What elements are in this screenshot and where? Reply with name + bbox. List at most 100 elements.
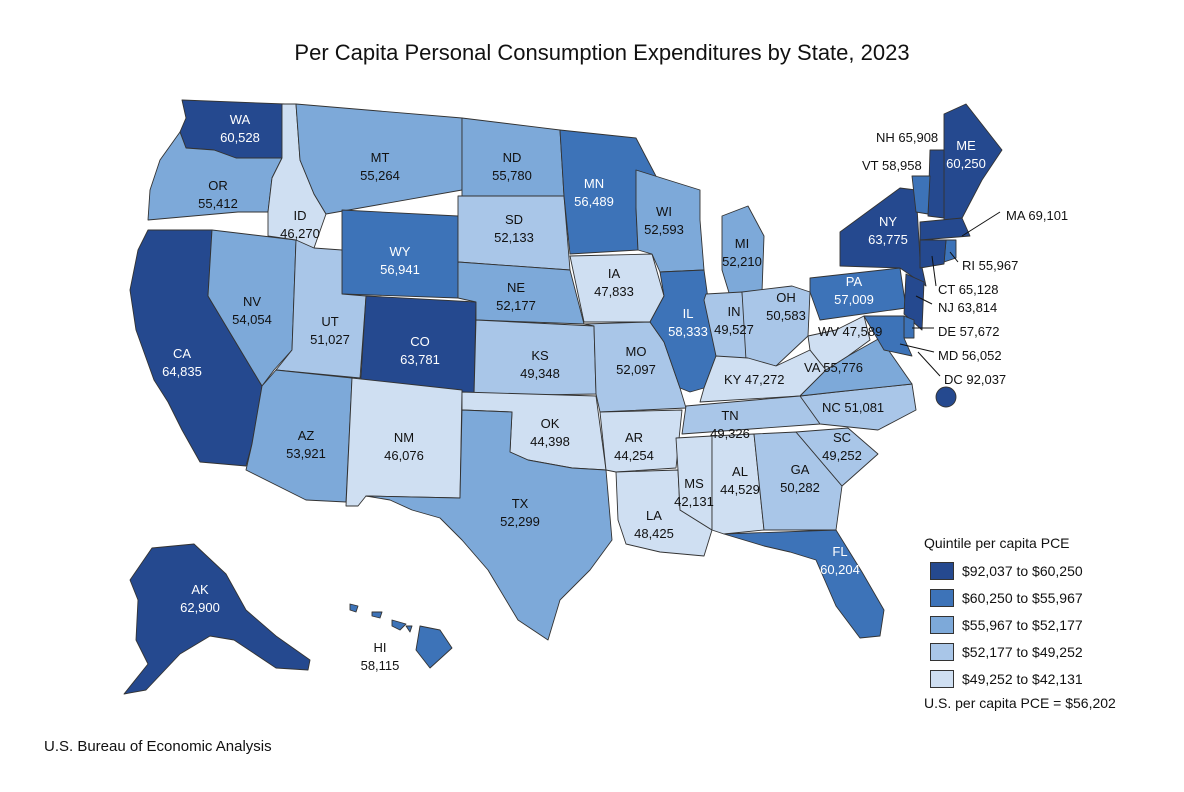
state-ny: [839, 187, 927, 287]
state-callout-de: DE 57,672: [938, 324, 999, 339]
state-callout-ct: CT 65,128: [938, 282, 998, 297]
state-label-ut: UT: [321, 314, 338, 329]
state-ga: [753, 431, 843, 531]
state-label-hi: HI: [374, 640, 387, 655]
state-label-mt: MT: [371, 150, 390, 165]
state-value-ne: 52,177: [496, 298, 536, 313]
state-value-ca: 64,835: [162, 364, 202, 379]
state-value-ny: 63,775: [868, 232, 908, 247]
state-label-ca: CA: [173, 346, 191, 361]
state-callout-nh: NH 65,908: [876, 130, 938, 145]
state-value-ks: 49,348: [520, 366, 560, 381]
state-label-ar: AR: [625, 430, 643, 445]
state-label-mo: MO: [626, 344, 647, 359]
state-ms: [675, 435, 713, 531]
legend-swatch: [930, 670, 954, 688]
state-hi-island: [405, 625, 413, 633]
state-label-co: CO: [410, 334, 430, 349]
state-hi-island: [391, 619, 407, 631]
legend-item-label: $60,250 to $55,967: [962, 590, 1083, 606]
state-value-ia: 47,833: [594, 284, 634, 299]
state-ct: [919, 239, 947, 269]
state-label-ms: MS: [684, 476, 704, 491]
state-value-mt: 55,264: [360, 168, 400, 183]
legend-item-label: $92,037 to $60,250: [962, 563, 1083, 579]
state-callout-va: VA 55,776: [804, 360, 863, 375]
state-callout-dc: DC 92,037: [944, 372, 1006, 387]
state-label-mi: MI: [735, 236, 749, 251]
state-value-tn: 49,326: [710, 426, 750, 441]
state-label-al: AL: [732, 464, 748, 479]
state-value-wy: 56,941: [380, 262, 420, 277]
callout-leader-ri: [949, 251, 959, 263]
state-value-wi: 52,593: [644, 222, 684, 237]
state-label-wy: WY: [390, 244, 411, 259]
state-wv: [807, 315, 871, 371]
state-label-ks: KS: [531, 348, 549, 363]
callout-leader-dc: [917, 351, 941, 377]
legend-item: $60,250 to $55,967: [930, 586, 1170, 610]
state-value-id: 46,270: [280, 226, 320, 241]
legend-title: Quintile per capita PCE: [924, 535, 1070, 551]
state-tx: [365, 409, 613, 641]
state-label-sc: SC: [833, 430, 851, 445]
callout-leader-ma: [961, 211, 1001, 237]
state-value-nv: 54,054: [232, 312, 272, 327]
state-label-fl: FL: [832, 544, 847, 559]
callout-leader-md: [899, 343, 935, 353]
state-value-ms: 42,131: [674, 494, 714, 509]
callout-leader-ct: [931, 255, 937, 287]
state-callout-nj: NJ 63,814: [938, 300, 997, 315]
legend-item: $92,037 to $60,250: [930, 559, 1170, 583]
state-label-nm: NM: [394, 430, 414, 445]
state-value-sd: 52,133: [494, 230, 534, 245]
state-value-wa: 60,528: [220, 130, 260, 145]
state-label-me: ME: [956, 138, 976, 153]
state-md: [863, 315, 913, 357]
state-label-or: OR: [208, 178, 228, 193]
state-fl: [723, 529, 885, 639]
state-value-mi: 52,210: [722, 254, 762, 269]
state-callout-nc: NC 51,081: [822, 400, 884, 415]
legend: Quintile per capita PCE $92,037 to $60,2…: [924, 535, 1170, 711]
state-value-ar: 44,254: [614, 448, 654, 463]
state-value-az: 53,921: [286, 446, 326, 461]
legend-rows: $92,037 to $60,250 $60,250 to $55,967 $5…: [930, 559, 1170, 691]
state-ma: [919, 217, 971, 241]
state-value-oh: 50,583: [766, 308, 806, 323]
state-label-ny: NY: [879, 214, 897, 229]
state-label-id: ID: [294, 208, 307, 223]
state-al: [711, 433, 765, 535]
state-label-az: AZ: [298, 428, 315, 443]
state-label-ia: IA: [608, 266, 621, 281]
state-label-wi: WI: [656, 204, 672, 219]
state-label-mn: MN: [584, 176, 604, 191]
state-callout-vt: VT 58,958: [862, 158, 922, 173]
state-value-mn: 56,489: [574, 194, 614, 209]
state-sc: [795, 427, 879, 487]
state-hi: [415, 625, 453, 669]
legend-item: $52,177 to $49,252: [930, 640, 1170, 664]
state-callout-ri: RI 55,967: [962, 258, 1018, 273]
legend-item: $55,967 to $52,177: [930, 613, 1170, 637]
source-credit: U.S. Bureau of Economic Analysis: [44, 738, 272, 755]
state-label-ne: NE: [507, 280, 525, 295]
state-label-nd: ND: [503, 150, 522, 165]
state-nj: [903, 273, 925, 331]
legend-swatch: [930, 562, 954, 580]
state-value-sc: 49,252: [822, 448, 862, 463]
state-mi: [721, 205, 765, 297]
state-hi-island: [371, 611, 383, 619]
state-value-ak: 62,900: [180, 600, 220, 615]
state-value-mo: 52,097: [616, 362, 656, 377]
state-value-hi: 58,115: [361, 658, 400, 673]
state-value-me: 60,250: [946, 156, 986, 171]
legend-swatch: [930, 616, 954, 634]
legend-item: $49,252 to $42,131: [930, 667, 1170, 691]
state-label-wa: WA: [230, 112, 251, 127]
state-label-il: IL: [683, 306, 694, 321]
state-label-tx: TX: [512, 496, 529, 511]
state-value-ga: 50,282: [780, 480, 820, 495]
legend-item-label: $55,967 to $52,177: [962, 617, 1083, 633]
